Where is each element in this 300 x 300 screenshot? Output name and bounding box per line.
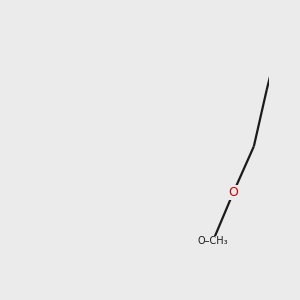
Text: O–CH₃: O–CH₃ xyxy=(197,236,228,246)
Text: O: O xyxy=(228,186,238,199)
